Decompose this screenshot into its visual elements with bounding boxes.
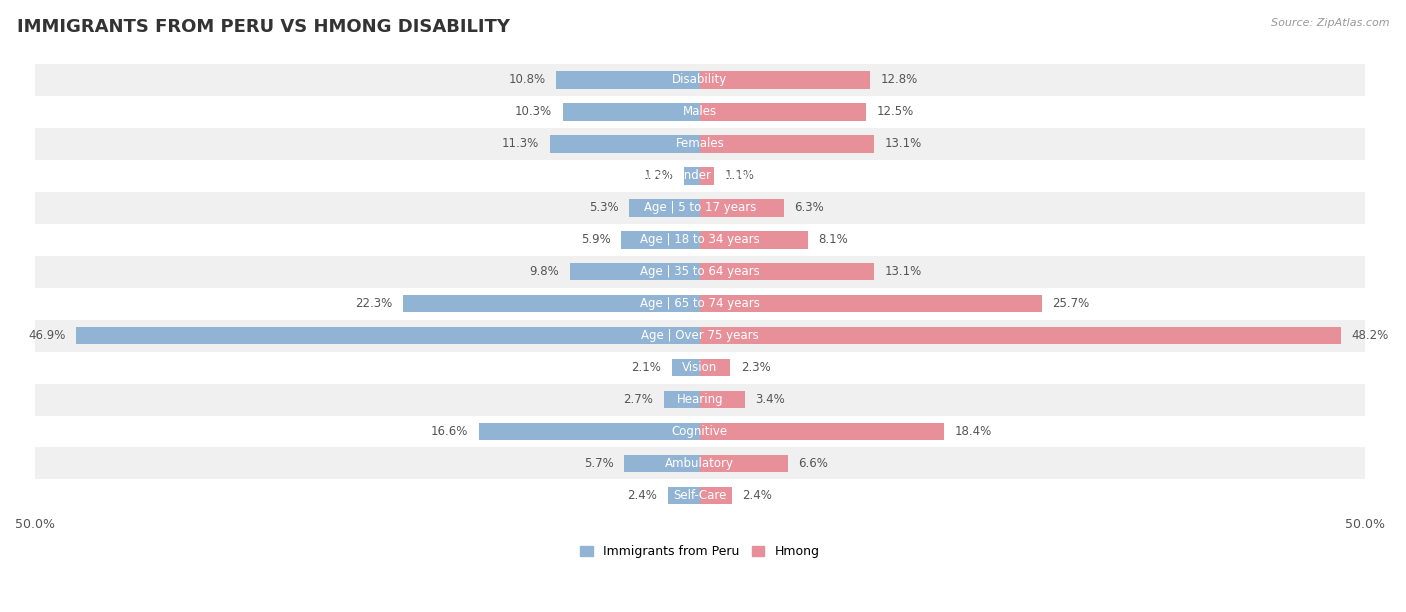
Text: Ambulatory: Ambulatory <box>665 457 734 470</box>
Text: 6.3%: 6.3% <box>794 201 824 214</box>
Text: 22.3%: 22.3% <box>356 297 392 310</box>
Text: 18.4%: 18.4% <box>955 425 993 438</box>
Bar <box>35 128 1365 160</box>
Bar <box>700 327 1341 345</box>
Text: 2.1%: 2.1% <box>631 361 661 374</box>
Text: Females: Females <box>675 137 724 151</box>
Text: 25.7%: 25.7% <box>1052 297 1090 310</box>
Bar <box>700 359 730 376</box>
Bar <box>404 295 700 313</box>
Bar <box>562 103 700 121</box>
Text: Age | Over 75 years: Age | Over 75 years <box>641 329 759 342</box>
Text: 8.1%: 8.1% <box>818 233 848 246</box>
Bar <box>35 416 1365 447</box>
Bar <box>700 455 787 472</box>
Text: 11.3%: 11.3% <box>502 137 538 151</box>
Bar <box>35 96 1365 128</box>
Bar <box>672 359 700 376</box>
Text: 2.4%: 2.4% <box>742 489 772 502</box>
Bar <box>683 167 700 185</box>
Bar <box>76 327 700 345</box>
Text: 2.7%: 2.7% <box>623 393 654 406</box>
Bar <box>630 199 700 217</box>
Text: 2.4%: 2.4% <box>627 489 657 502</box>
Text: Disability: Disability <box>672 73 727 86</box>
Text: 1.2%: 1.2% <box>644 170 673 182</box>
Bar <box>479 423 700 440</box>
Bar <box>664 390 700 408</box>
Text: 5.9%: 5.9% <box>581 233 610 246</box>
Bar <box>557 71 700 89</box>
Text: Cognitive: Cognitive <box>672 425 728 438</box>
Text: 5.7%: 5.7% <box>583 457 613 470</box>
Text: 12.8%: 12.8% <box>880 73 918 86</box>
Text: Source: ZipAtlas.com: Source: ZipAtlas.com <box>1271 18 1389 28</box>
Text: 5.3%: 5.3% <box>589 201 619 214</box>
Text: Vision: Vision <box>682 361 717 374</box>
Text: 9.8%: 9.8% <box>529 265 558 278</box>
Bar <box>700 487 731 504</box>
Bar <box>35 479 1365 512</box>
Text: Age | 18 to 34 years: Age | 18 to 34 years <box>640 233 759 246</box>
Text: 10.3%: 10.3% <box>515 105 553 118</box>
Bar <box>668 487 700 504</box>
Bar <box>621 231 700 248</box>
Text: IMMIGRANTS FROM PERU VS HMONG DISABILITY: IMMIGRANTS FROM PERU VS HMONG DISABILITY <box>17 18 510 36</box>
Text: Age | 65 to 74 years: Age | 65 to 74 years <box>640 297 759 310</box>
Bar <box>700 103 866 121</box>
Bar <box>700 71 870 89</box>
Text: 12.5%: 12.5% <box>877 105 914 118</box>
Bar <box>624 455 700 472</box>
Text: Age | 35 to 64 years: Age | 35 to 64 years <box>640 265 759 278</box>
Bar <box>550 135 700 152</box>
Bar <box>700 167 714 185</box>
Text: 1.1%: 1.1% <box>725 170 755 182</box>
Bar <box>569 263 700 280</box>
Bar <box>35 160 1365 192</box>
Text: 13.1%: 13.1% <box>884 137 922 151</box>
Text: 46.9%: 46.9% <box>28 329 66 342</box>
Text: Age | 5 to 17 years: Age | 5 to 17 years <box>644 201 756 214</box>
Bar <box>700 135 875 152</box>
Text: 48.2%: 48.2% <box>1351 329 1389 342</box>
Text: 13.1%: 13.1% <box>884 265 922 278</box>
Bar <box>35 319 1365 351</box>
Text: Age | Under 5 years: Age | Under 5 years <box>641 170 759 182</box>
Text: 10.8%: 10.8% <box>509 73 546 86</box>
Bar <box>35 351 1365 384</box>
Bar <box>35 192 1365 224</box>
Text: 16.6%: 16.6% <box>432 425 468 438</box>
Legend: Immigrants from Peru, Hmong: Immigrants from Peru, Hmong <box>575 540 824 563</box>
Text: Self-Care: Self-Care <box>673 489 727 502</box>
Text: 3.4%: 3.4% <box>755 393 786 406</box>
Bar <box>700 199 783 217</box>
Text: Hearing: Hearing <box>676 393 723 406</box>
Text: 2.3%: 2.3% <box>741 361 770 374</box>
Bar <box>35 384 1365 416</box>
Text: Males: Males <box>683 105 717 118</box>
Bar <box>35 64 1365 96</box>
Bar <box>700 231 807 248</box>
Bar <box>35 288 1365 319</box>
Bar <box>700 295 1042 313</box>
Text: 6.6%: 6.6% <box>799 457 828 470</box>
Bar <box>35 224 1365 256</box>
Bar <box>700 390 745 408</box>
Bar <box>700 423 945 440</box>
Bar <box>35 447 1365 479</box>
Bar <box>700 263 875 280</box>
Bar <box>35 256 1365 288</box>
